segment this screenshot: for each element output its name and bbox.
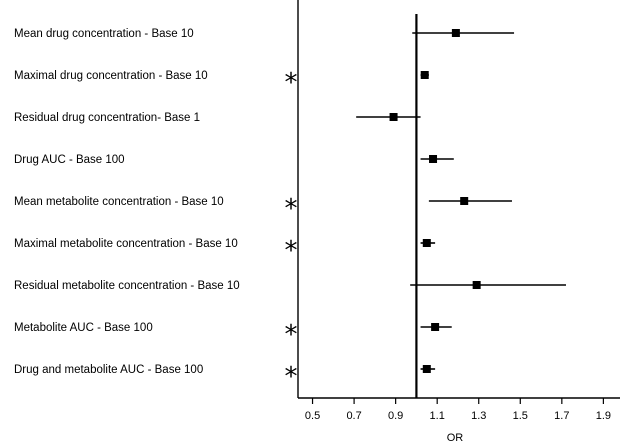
forest-row: Residual drug concentration- Base 1 [14, 112, 421, 124]
forest-row: Residual metabolite concentration - Base… [14, 280, 566, 292]
x-tick-label: 0.9 [388, 410, 403, 422]
significance-star: * [285, 194, 298, 224]
significance-star: * [285, 362, 298, 392]
axes [297, 0, 620, 399]
row-label: Mean metabolite concentration - Base 10 [14, 196, 224, 208]
significance-star: * [285, 68, 298, 98]
point-estimate [389, 113, 398, 121]
point-estimate [431, 323, 440, 331]
row-label: Drug and metabolite AUC - Base 100 [14, 364, 203, 376]
x-tick-label: 1.1 [430, 410, 445, 422]
forest-row: Drug AUC - Base 100 [14, 154, 454, 166]
row-label: Drug AUC - Base 100 [14, 154, 125, 166]
row-label: Maximal drug concentration - Base 10 [14, 70, 208, 82]
rows: Mean drug concentration - Base 10 Maximal… [14, 28, 566, 392]
point-estimate [422, 239, 431, 247]
point-estimate [460, 197, 469, 205]
forest-row: Mean metabolite concentration - Base 10 * [14, 194, 512, 224]
point-estimate [429, 155, 438, 163]
x-axis-title: OR [447, 432, 464, 444]
x-tick-label: 1.9 [596, 410, 611, 422]
forest-row: Maximal drug concentration - Base 10 * [14, 68, 429, 98]
forest-row: Metabolite AUC - Base 100 * [14, 320, 452, 350]
point-estimate [420, 71, 429, 79]
x-ticks: 0.5 0.7 0.9 1.1 1.3 1.5 1.7 1.9 [305, 398, 611, 422]
x-tick-label: 1.5 [513, 410, 528, 422]
row-label: Metabolite AUC - Base 100 [14, 322, 153, 334]
x-tick-label: 1.3 [471, 410, 486, 422]
significance-star: * [285, 236, 298, 266]
forest-row: Maximal metabolite concentration - Base … [14, 236, 436, 266]
x-tick-label: 0.5 [305, 410, 320, 422]
significance-star: * [285, 320, 298, 350]
row-label: Maximal metabolite concentration - Base … [14, 238, 238, 250]
forest-row: Mean drug concentration - Base 10 [14, 28, 515, 40]
x-tick-label: 1.7 [554, 410, 569, 422]
row-label: Mean drug concentration - Base 10 [14, 28, 194, 40]
row-label: Residual drug concentration- Base 1 [14, 112, 200, 124]
point-estimate [451, 29, 460, 37]
forest-row: Drug and metabolite AUC - Base 100 * [14, 362, 436, 392]
row-label: Residual metabolite concentration - Base… [14, 280, 240, 292]
point-estimate [422, 365, 431, 373]
point-estimate [472, 281, 481, 289]
x-tick-label: 0.7 [346, 410, 361, 422]
